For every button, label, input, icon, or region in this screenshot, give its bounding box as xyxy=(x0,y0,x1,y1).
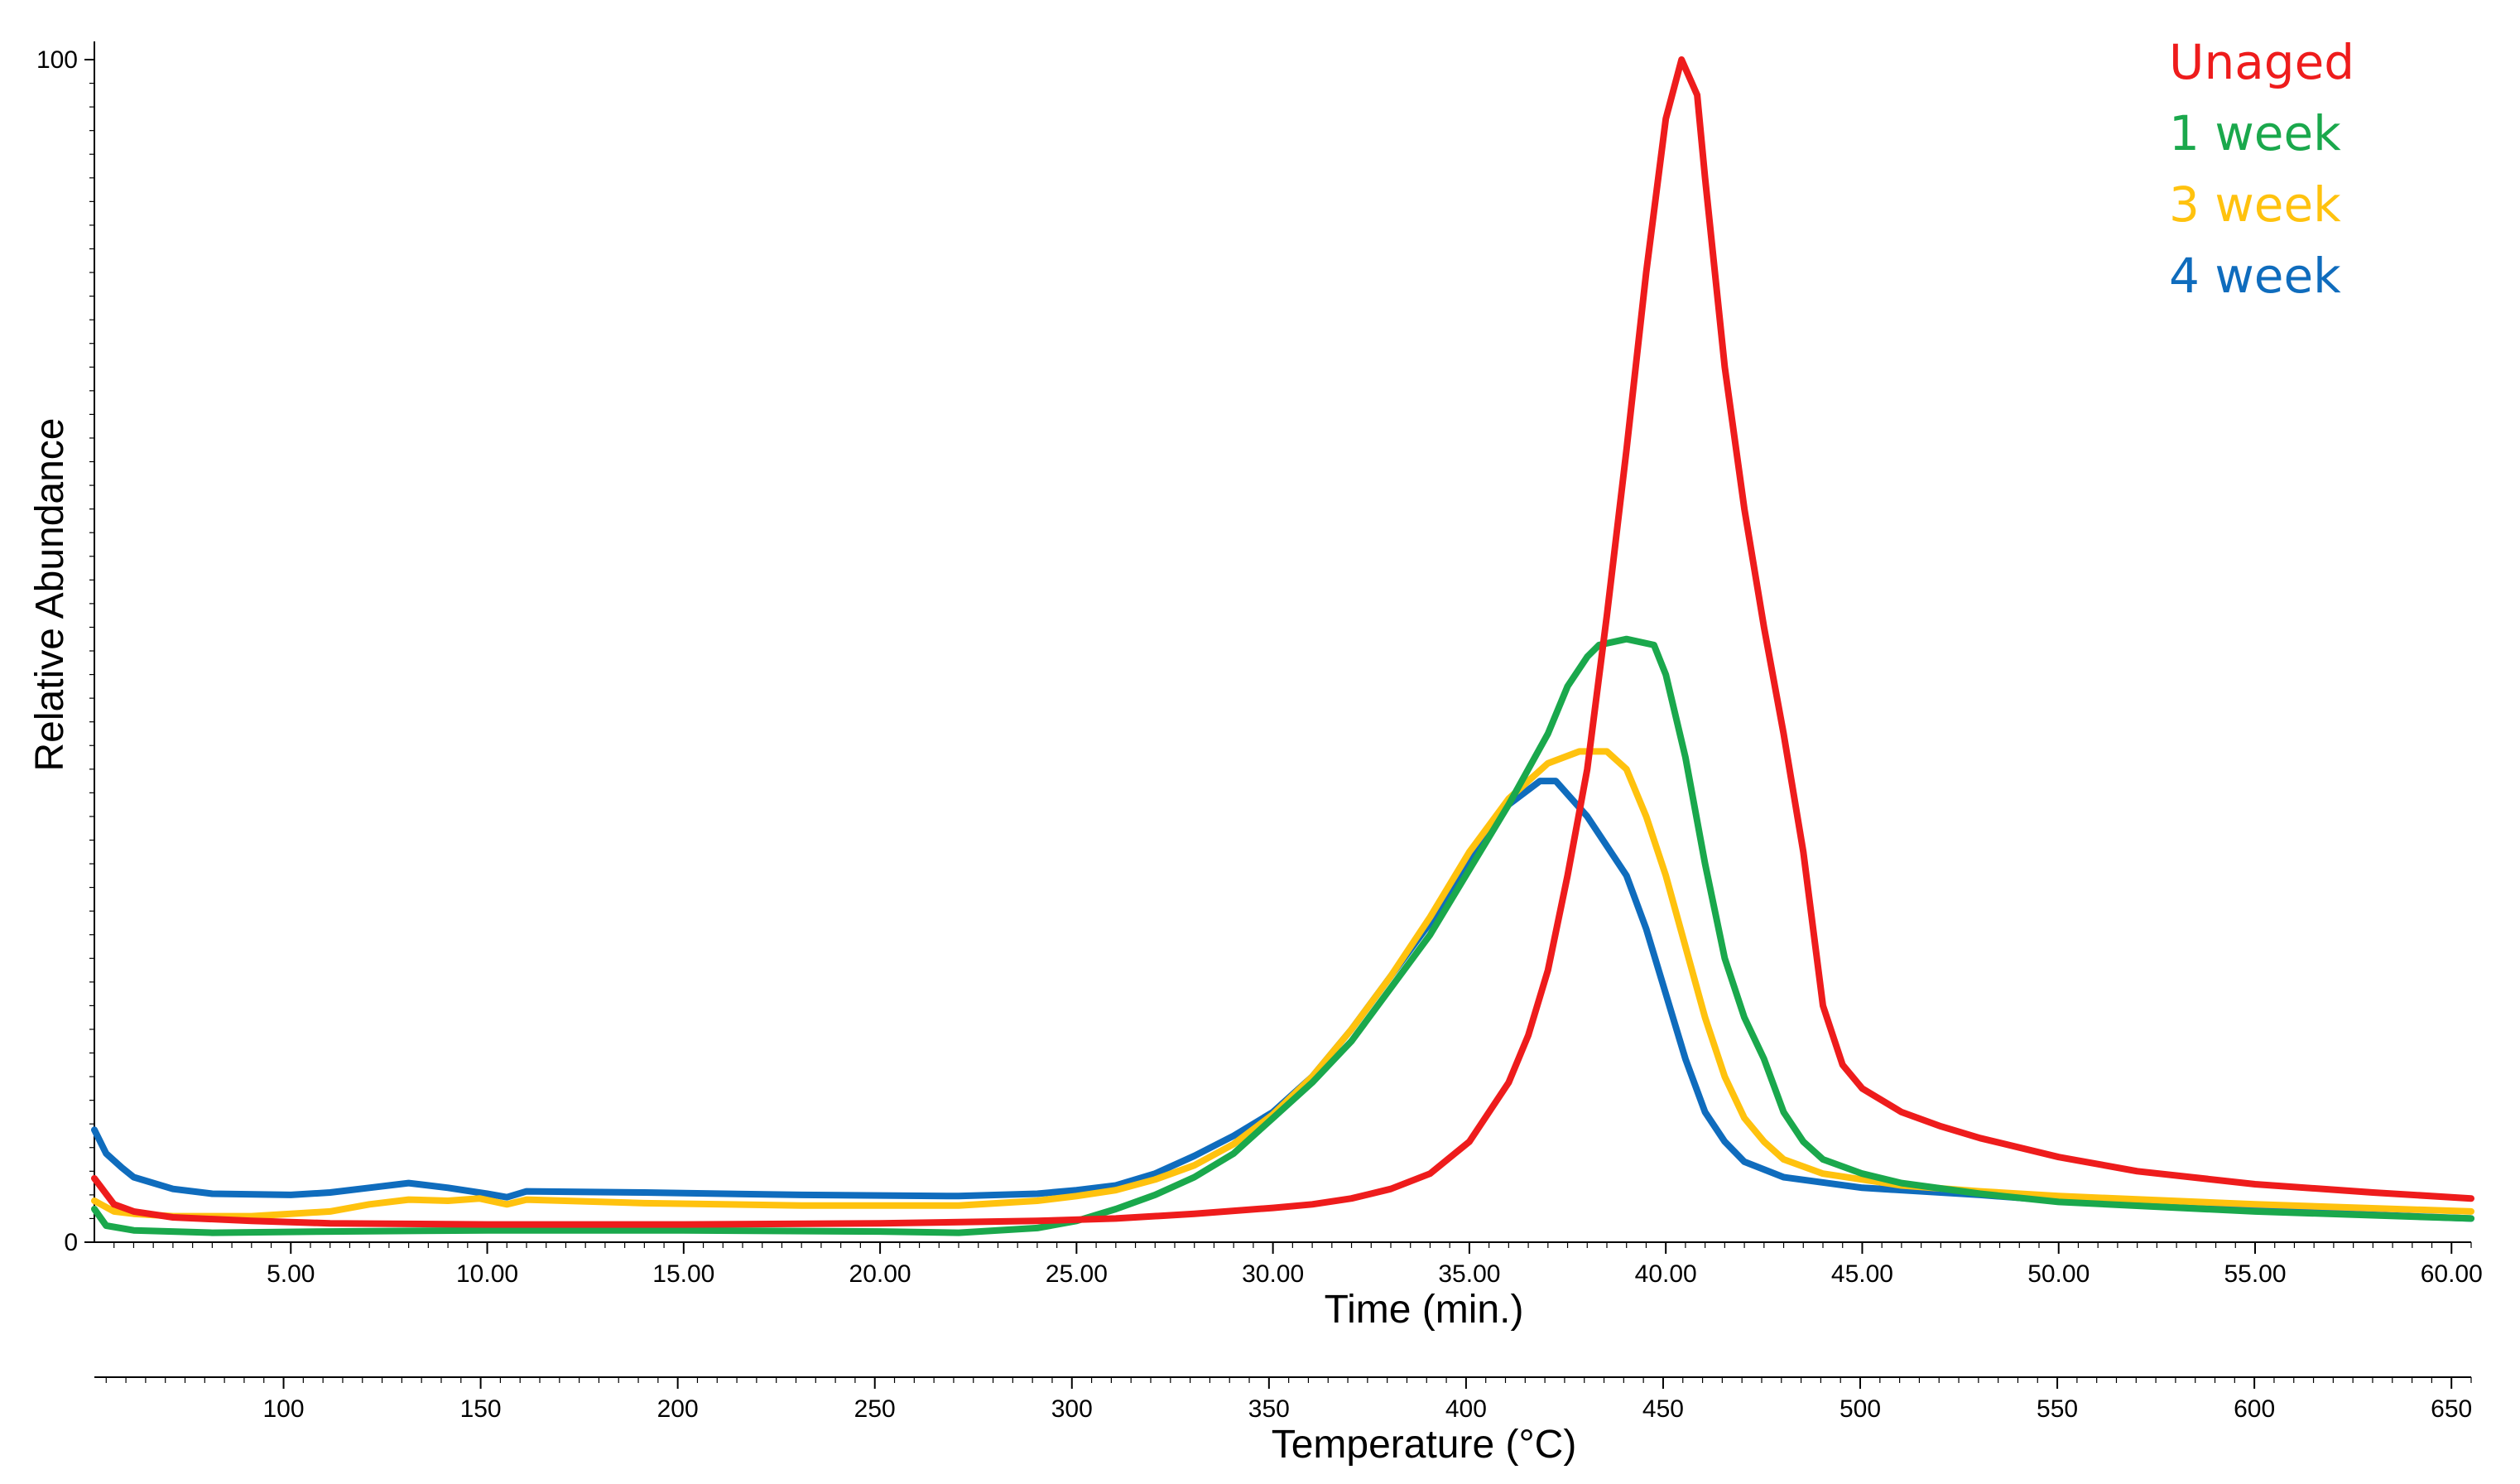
x-tick-label: 15.00 xyxy=(652,1260,714,1288)
major-ticks xyxy=(84,59,2453,1389)
y-axis-title: Relative Abundance xyxy=(28,418,72,772)
temperature-tick-label: 200 xyxy=(657,1395,699,1423)
temperature-tick-label: 400 xyxy=(1445,1395,1487,1423)
temperature-tick-label: 100 xyxy=(263,1395,305,1423)
series-line-3-week xyxy=(91,748,2474,1220)
x-axis-title: Time (min.) xyxy=(1325,1288,1524,1332)
x-tick-label: 5.00 xyxy=(267,1260,315,1288)
temperature-tick-label: 600 xyxy=(2234,1395,2275,1423)
temperature-tick-label: 350 xyxy=(1248,1395,1290,1423)
legend-3-week: 3 week xyxy=(2169,176,2341,233)
temperature-tick-label: 550 xyxy=(2037,1395,2078,1423)
tick-labels: 0 100 5.00 10.00 15.00 20.00 25.00 30.00 35.00 40… xyxy=(36,46,2483,1423)
legend: Unaged 1 week 3 week 4 week xyxy=(2169,34,2354,304)
y-tick-label: 100 xyxy=(36,46,78,74)
temperature-axis-title: Temperature (°C) xyxy=(1272,1423,1577,1467)
temperature-tick-label: 500 xyxy=(1840,1395,1881,1423)
temperature-tick-label: 650 xyxy=(2431,1395,2472,1423)
temperature-tick-label: 250 xyxy=(854,1395,896,1423)
x-tick-label: 40.00 xyxy=(1635,1260,1697,1288)
x-tick-label: 20.00 xyxy=(849,1260,911,1288)
x-tick-label: 60.00 xyxy=(2421,1260,2483,1288)
axes-group xyxy=(84,41,2472,1389)
series-line-1-week xyxy=(91,635,2474,1236)
temperature-tick-label: 450 xyxy=(1642,1395,1684,1423)
x-tick-label: 30.00 xyxy=(1242,1260,1304,1288)
x-tick-label: 45.00 xyxy=(1831,1260,1893,1288)
x-tick-label: 10.00 xyxy=(456,1260,518,1288)
x-tick-label: 50.00 xyxy=(2027,1260,2090,1288)
x-tick-label: 35.00 xyxy=(1438,1260,1500,1288)
y-tick-label: 0 xyxy=(64,1229,78,1256)
minor-ticks xyxy=(89,82,2472,1383)
legend-unaged: Unaged xyxy=(2169,34,2354,90)
x-tick-label: 55.00 xyxy=(2224,1260,2286,1288)
series-line-4-week xyxy=(91,778,2474,1222)
series-lines xyxy=(91,56,2474,1236)
temperature-tick-label: 300 xyxy=(1051,1395,1093,1423)
x-tick-label: 25.00 xyxy=(1046,1260,1108,1288)
legend-4-week: 4 week xyxy=(2169,248,2341,304)
temperature-tick-label: 150 xyxy=(460,1395,502,1423)
series-line-unaged xyxy=(91,56,2474,1228)
legend-1-week: 1 week xyxy=(2169,105,2341,161)
